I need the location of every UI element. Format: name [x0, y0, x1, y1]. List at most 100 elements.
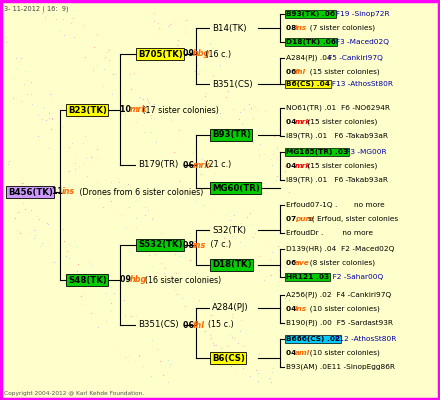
Point — [165, 379, 172, 386]
Point — [57, 28, 64, 35]
Point — [175, 37, 182, 43]
Point — [146, 252, 153, 259]
Point — [87, 154, 94, 160]
Point — [242, 352, 249, 358]
Point — [158, 26, 165, 32]
Point — [230, 212, 237, 218]
Point — [150, 243, 157, 250]
Point — [155, 20, 162, 26]
Point — [261, 108, 268, 114]
Point — [95, 154, 102, 160]
Text: Copyright 2004-2012 @ Karl Kehde Foundation.: Copyright 2004-2012 @ Karl Kehde Foundat… — [4, 391, 144, 396]
Point — [125, 204, 132, 210]
Point — [38, 115, 45, 122]
Point — [3, 39, 10, 46]
Text: 09: 09 — [183, 50, 197, 58]
Point — [197, 171, 204, 178]
Text: 10: 10 — [120, 106, 134, 114]
Point — [44, 220, 51, 226]
Point — [38, 10, 45, 16]
Text: (15 sister colonies): (15 sister colonies) — [304, 163, 377, 169]
Point — [46, 110, 53, 116]
Point — [118, 212, 125, 218]
Point — [150, 18, 158, 25]
Text: B179(TR): B179(TR) — [138, 160, 178, 170]
Point — [189, 315, 196, 321]
Text: A284(PJ) .04: A284(PJ) .04 — [286, 55, 334, 61]
Point — [59, 124, 66, 131]
Point — [21, 194, 28, 200]
Point — [107, 308, 114, 314]
Point — [281, 295, 288, 301]
Point — [283, 178, 290, 185]
Point — [81, 22, 88, 28]
Point — [268, 162, 275, 168]
Point — [176, 178, 183, 184]
Point — [168, 162, 175, 168]
Point — [94, 323, 101, 330]
Point — [269, 369, 276, 376]
Point — [66, 241, 73, 247]
Point — [253, 367, 260, 373]
Point — [220, 109, 227, 116]
Point — [130, 120, 137, 126]
Text: F5 -Cankiri97Q: F5 -Cankiri97Q — [328, 55, 382, 61]
Point — [223, 342, 230, 349]
Point — [236, 328, 243, 334]
Point — [278, 274, 285, 280]
Point — [208, 300, 215, 306]
Point — [146, 100, 153, 106]
Point — [135, 106, 142, 112]
Point — [121, 313, 128, 320]
Point — [171, 286, 178, 293]
Point — [136, 352, 143, 358]
Point — [193, 284, 200, 290]
Point — [147, 115, 154, 121]
Point — [199, 322, 206, 329]
Point — [25, 229, 32, 236]
Point — [213, 341, 220, 348]
Point — [283, 264, 290, 270]
Text: 06: 06 — [286, 69, 299, 75]
Text: (15 sister colonies): (15 sister colonies) — [304, 119, 377, 125]
Point — [228, 310, 235, 317]
Point — [76, 163, 83, 169]
Point — [39, 104, 46, 110]
Point — [13, 65, 20, 72]
Point — [175, 272, 182, 279]
Point — [256, 350, 263, 357]
Point — [209, 180, 216, 186]
Point — [274, 287, 281, 293]
Point — [133, 243, 140, 249]
Point — [248, 104, 255, 111]
Point — [170, 149, 177, 156]
Point — [22, 206, 29, 212]
Point — [22, 68, 29, 74]
Point — [106, 47, 113, 53]
Text: F3 -Maced02Q: F3 -Maced02Q — [331, 39, 389, 45]
Point — [58, 102, 65, 108]
Point — [12, 55, 19, 61]
Point — [69, 15, 76, 21]
Point — [190, 150, 197, 157]
Point — [127, 86, 134, 92]
Text: (7 c.): (7 c.) — [203, 240, 231, 250]
Point — [224, 222, 231, 229]
Point — [229, 333, 236, 340]
Point — [63, 247, 70, 254]
Point — [172, 270, 179, 276]
Point — [106, 307, 114, 313]
Point — [200, 157, 207, 164]
Point — [195, 273, 202, 279]
Point — [247, 105, 254, 111]
Point — [227, 83, 235, 90]
Point — [11, 184, 18, 190]
Point — [178, 135, 185, 141]
Point — [151, 101, 158, 108]
Point — [59, 226, 66, 232]
Point — [71, 152, 78, 159]
Point — [103, 290, 110, 296]
Point — [156, 358, 163, 364]
Point — [209, 72, 216, 78]
Point — [195, 297, 202, 303]
